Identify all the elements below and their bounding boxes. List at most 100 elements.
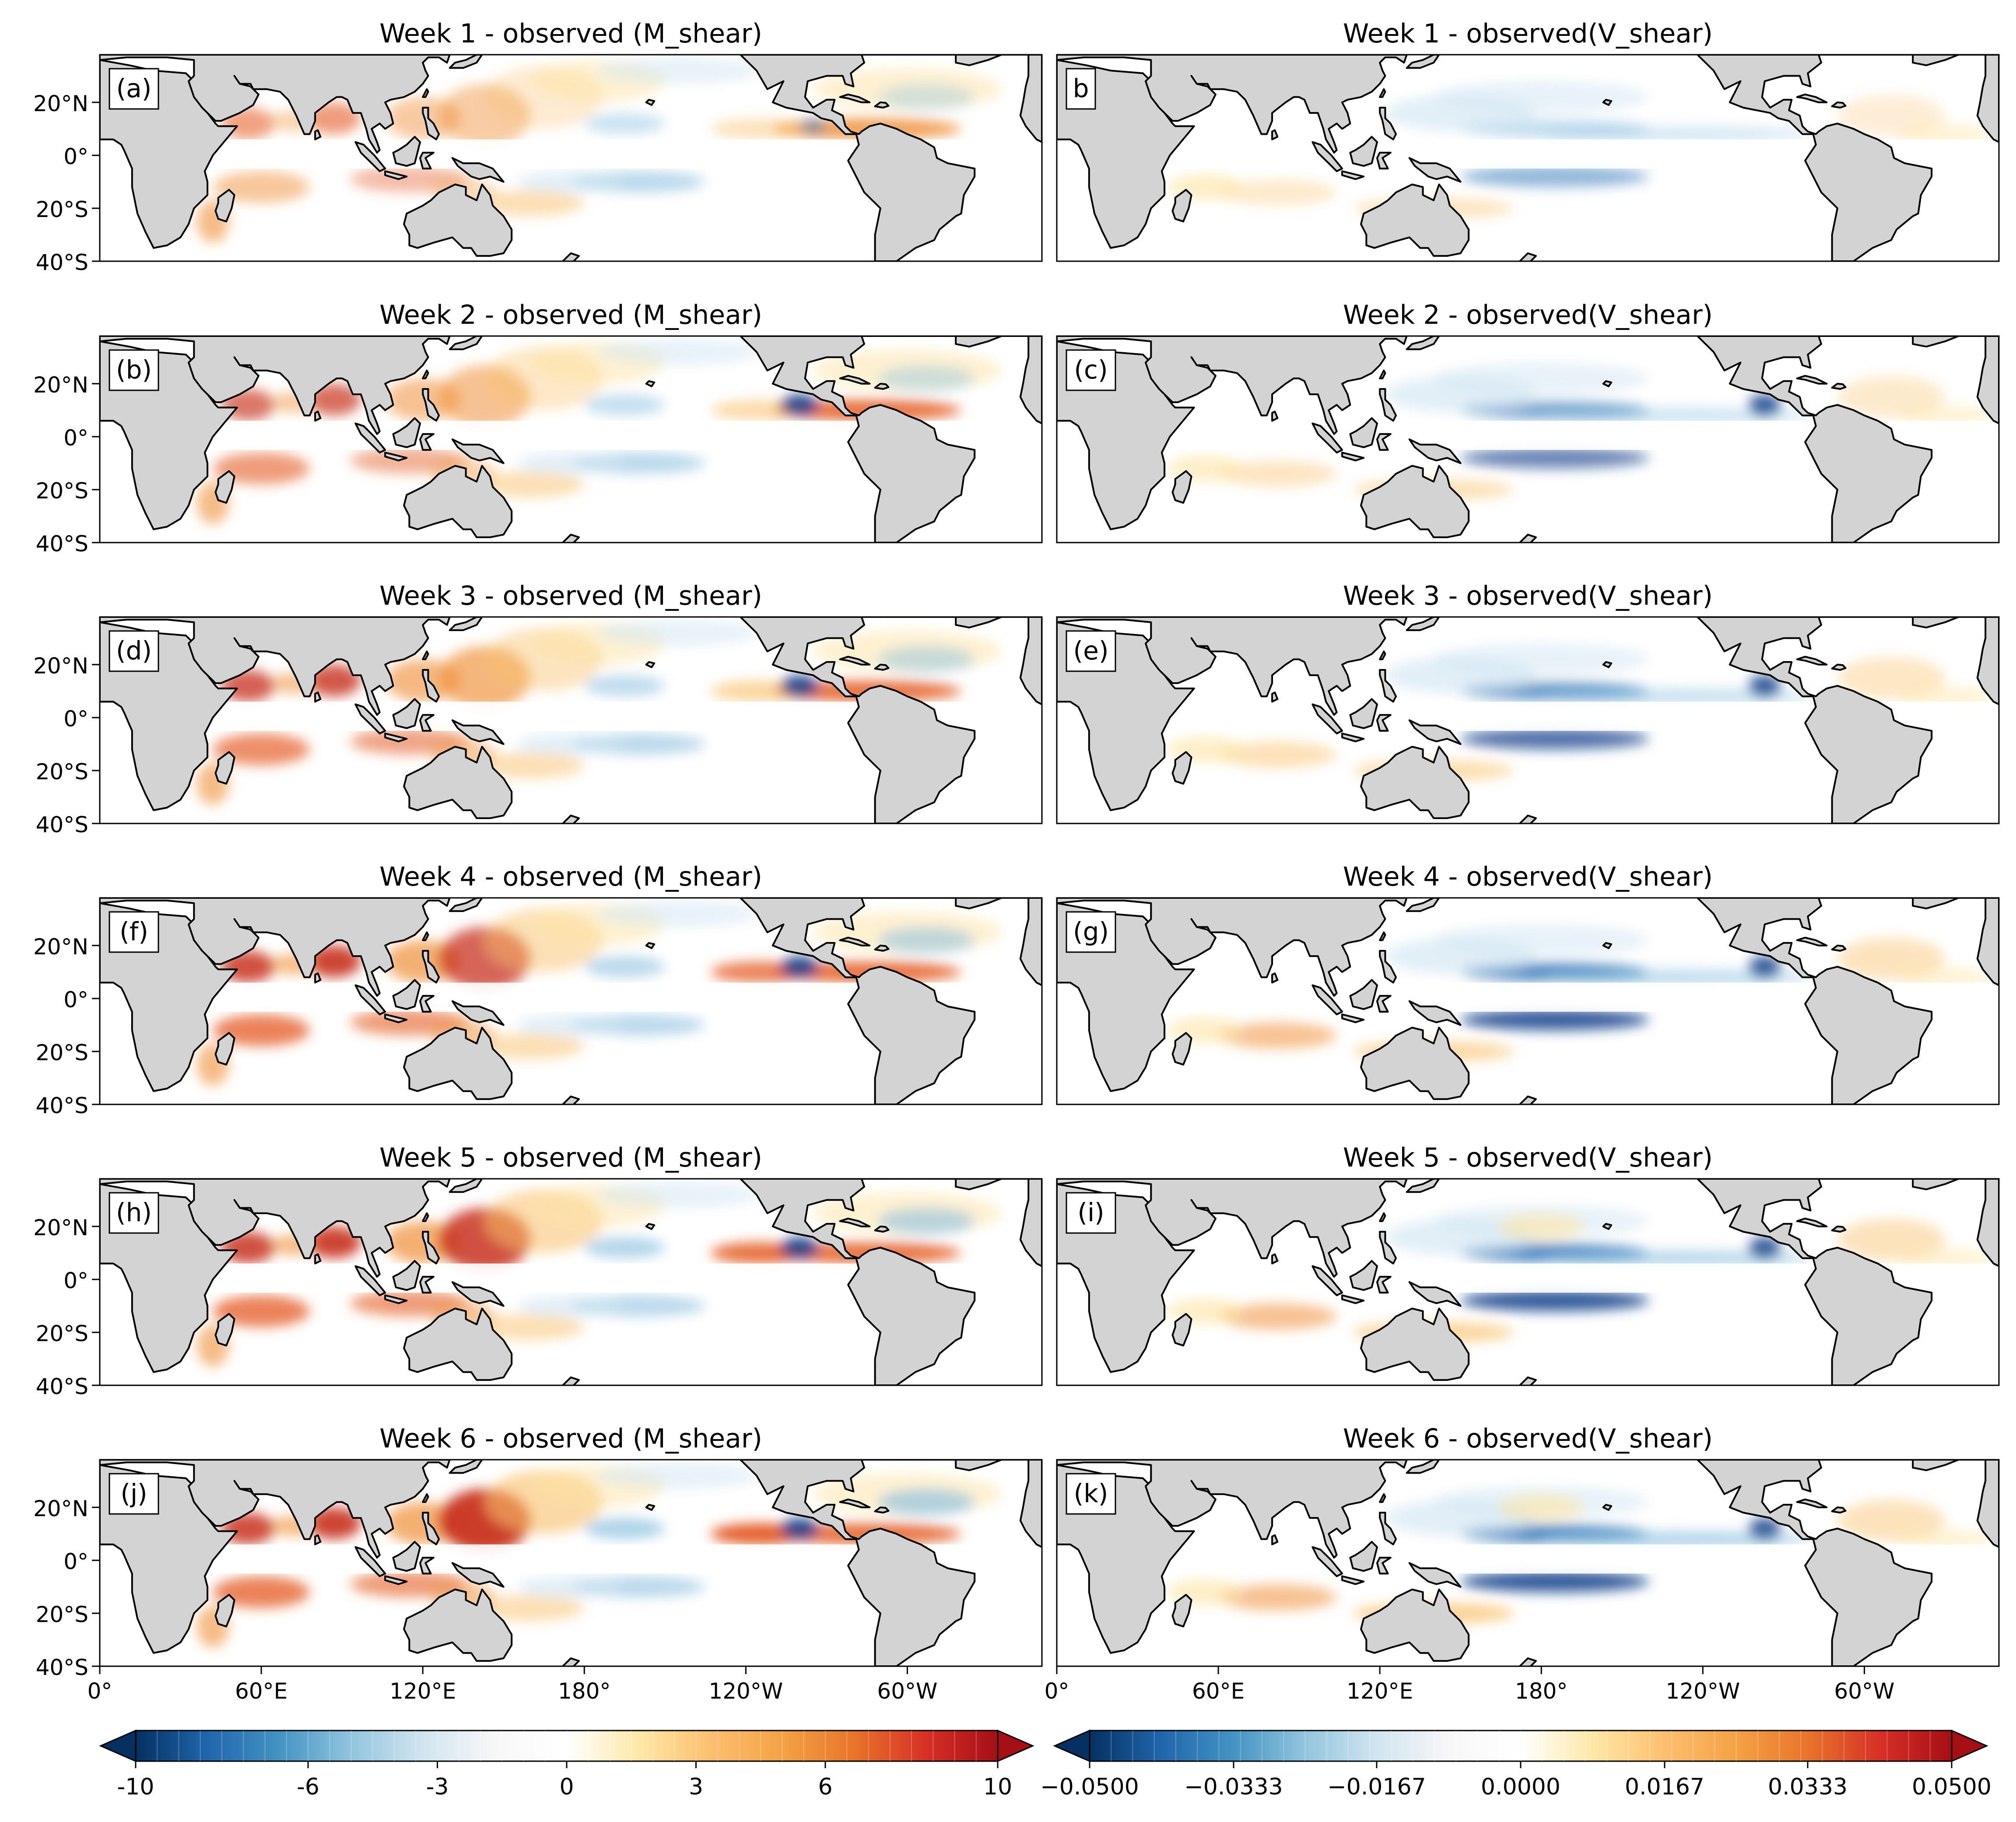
land-cuba bbox=[1796, 655, 1828, 666]
lat-tick-label: 20°N bbox=[33, 653, 88, 679]
colorbar-tick-label: 0.0000 bbox=[1481, 1774, 1560, 1800]
panel-label-text: (b) bbox=[116, 355, 152, 385]
land-madagascar bbox=[214, 1032, 235, 1066]
panel-title: Week 3 - observed (M_shear) bbox=[379, 581, 762, 611]
lat-tick-label: 40°S bbox=[36, 531, 88, 557]
land-srilanka bbox=[314, 691, 322, 703]
land-java bbox=[384, 1013, 408, 1023]
land-westafrica_edge bbox=[1019, 617, 1042, 705]
land-hawaii bbox=[1602, 942, 1613, 949]
lat-tick-label: 0° bbox=[63, 1549, 88, 1574]
land-americas bbox=[740, 617, 1042, 823]
land-japan bbox=[449, 336, 483, 350]
land-americas bbox=[740, 898, 1042, 1104]
map-frame bbox=[99, 1459, 1043, 1667]
land-eurasia bbox=[1057, 55, 1408, 154]
land-hispaniola bbox=[1831, 101, 1847, 109]
anomaly-patch bbox=[877, 927, 975, 954]
land-sulawesi bbox=[1376, 1556, 1392, 1575]
anomaly-patch bbox=[1434, 643, 1649, 676]
land-sulawesi bbox=[1376, 151, 1392, 170]
land-borneo bbox=[392, 136, 421, 167]
land-eurasia bbox=[1057, 336, 1408, 435]
land-taiwan bbox=[422, 1212, 429, 1222]
land-japan bbox=[1406, 1179, 1440, 1193]
anomaly-patch bbox=[213, 171, 310, 203]
colorbar-high-extend bbox=[997, 1729, 1034, 1762]
anomaly-patch bbox=[517, 171, 625, 193]
colorbar-tick-label: −0.0167 bbox=[1327, 1774, 1426, 1800]
land-westafrica_edge bbox=[1976, 55, 1999, 143]
colorbar-high-extend bbox=[1951, 1729, 1988, 1762]
land-philippines bbox=[422, 950, 440, 984]
land-greenland bbox=[1912, 55, 1960, 67]
land-nz bbox=[562, 1095, 580, 1104]
lat-tick-label: 20°S bbox=[36, 1321, 88, 1346]
map-panel: Week 5 - observed (M_shear) (h) 20°N 0° 20°S… bbox=[33, 1142, 1043, 1399]
lat-tick-label: 0° bbox=[63, 144, 88, 169]
panel-label: (c) bbox=[1066, 349, 1116, 391]
anomaly-patch bbox=[213, 452, 310, 484]
land-taiwan bbox=[1379, 931, 1386, 941]
land-eurasia bbox=[100, 617, 451, 716]
land-nz bbox=[1519, 1657, 1537, 1666]
land-sulawesi bbox=[1376, 714, 1392, 732]
anomaly-patch bbox=[598, 900, 760, 927]
land-java bbox=[1341, 732, 1365, 743]
land-cuba bbox=[839, 655, 871, 666]
colorbar-tick-label: 0 bbox=[559, 1774, 574, 1800]
land-greenland bbox=[1912, 617, 1960, 629]
colorbar-V_shear: −0.0500 −0.0333 −0.0167 0.0000 0.0167 0.0333 0… bbox=[1040, 1729, 1991, 1800]
land-taiwan bbox=[1379, 1212, 1386, 1222]
anomaly-patch bbox=[584, 394, 665, 416]
map-panel: Week 2 - observed (M_shear) (b) 20°N 0° 20°S… bbox=[33, 300, 1043, 557]
land-australia bbox=[403, 1588, 513, 1662]
anomaly-patch bbox=[1460, 1009, 1649, 1030]
map-frame bbox=[99, 616, 1043, 824]
anomaly-patch bbox=[307, 945, 361, 978]
panel-label-text: (f) bbox=[119, 917, 148, 946]
lat-tick-label: 20°N bbox=[33, 1215, 88, 1240]
land-madagascar bbox=[1171, 470, 1192, 504]
anomaly-patch bbox=[799, 118, 827, 134]
land-taiwan bbox=[1379, 650, 1386, 660]
land-philippines bbox=[422, 669, 440, 703]
lat-tick-label: 0° bbox=[63, 987, 88, 1013]
lon-tick-label: 120°E bbox=[1346, 1678, 1413, 1704]
land-java bbox=[384, 452, 408, 462]
land-madagascar bbox=[1171, 1032, 1192, 1066]
anomaly-patch bbox=[1748, 1518, 1781, 1539]
anomaly-patch bbox=[307, 102, 361, 134]
land-westafrica_edge bbox=[1976, 1460, 1999, 1548]
land-australia bbox=[1360, 465, 1470, 538]
land-westafrica_edge bbox=[1976, 1179, 1999, 1267]
land-nz bbox=[1519, 1376, 1537, 1385]
anomaly-patch bbox=[781, 675, 819, 697]
colorbar-tick-label: 0.0500 bbox=[1912, 1774, 1991, 1800]
land-sulawesi bbox=[1376, 995, 1392, 1013]
anomaly-patch bbox=[1541, 688, 1811, 704]
land-australia bbox=[1360, 183, 1470, 257]
land-newguinea bbox=[451, 1000, 505, 1026]
land-eurasia bbox=[100, 1460, 451, 1559]
land-sulawesi bbox=[419, 433, 435, 451]
land-australia bbox=[1360, 1307, 1470, 1381]
land-australia bbox=[1360, 746, 1470, 819]
lat-tick-label: 20°N bbox=[33, 372, 88, 398]
panel-label: (e) bbox=[1066, 630, 1116, 672]
land-japan bbox=[449, 55, 483, 69]
lat-tick-label: 20°S bbox=[36, 478, 88, 504]
land-srilanka bbox=[1271, 1534, 1279, 1545]
land-eurasia bbox=[1057, 617, 1408, 716]
land-americas bbox=[1697, 336, 1999, 543]
anomaly-patch bbox=[584, 1518, 665, 1539]
land-americas bbox=[1697, 1179, 1999, 1385]
lat-tick-label: 20°S bbox=[36, 1040, 88, 1065]
land-sulawesi bbox=[419, 1556, 435, 1575]
land-hispaniola bbox=[874, 101, 890, 109]
map-panel: Week 3 - observed(V_shear) (e) bbox=[1056, 581, 2000, 824]
land-westafrica_edge bbox=[1019, 55, 1042, 143]
land-srilanka bbox=[1271, 972, 1279, 984]
land-sumatra bbox=[354, 1546, 386, 1577]
